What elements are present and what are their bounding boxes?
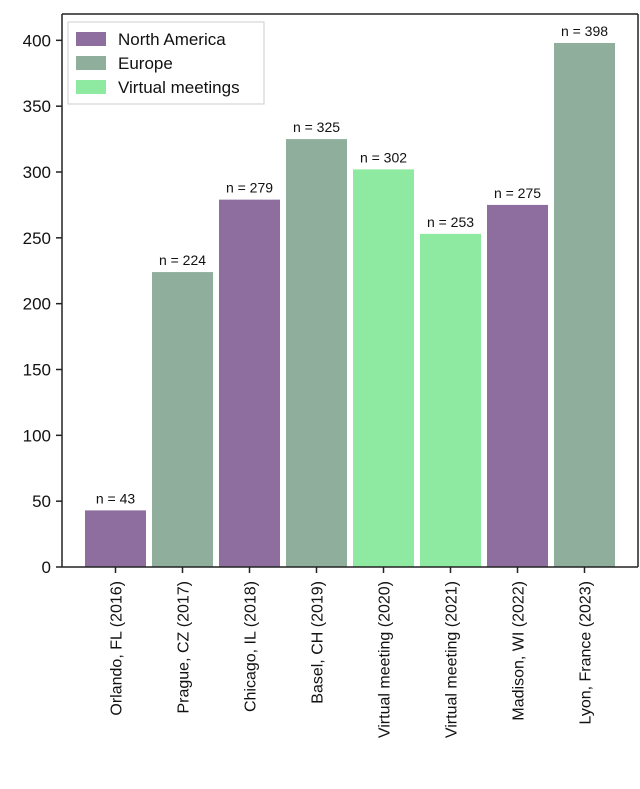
- legend-label: North America: [118, 30, 226, 49]
- data-labels-layer: n = 43 n = 224 n = 279 n = 325 n = 302 n = 25…: [83, 21, 617, 508]
- axes-layer: Orlando, FL (2016) Prague, CZ (2017) Chica…: [23, 13, 639, 738]
- bar: [554, 42, 615, 567]
- data-label-background: [418, 212, 483, 231]
- category-label: Prague, CZ (2017): [176, 581, 193, 714]
- y-tick-label: 300: [23, 163, 51, 182]
- data-label: n = 43: [96, 490, 136, 506]
- data-label-background: [217, 178, 282, 197]
- y-tick-label: 350: [23, 97, 51, 116]
- legend-swatch: [76, 80, 106, 94]
- category-label: Virtual meeting (2021): [444, 581, 461, 738]
- category-label: Chicago, IL (2018): [243, 581, 260, 712]
- legend-swatch: [76, 32, 106, 46]
- category-label: Lyon, France (2023): [578, 581, 595, 724]
- y-tick-label: 100: [23, 426, 51, 445]
- legend-label: Virtual meetings: [118, 78, 240, 97]
- data-label-background: [284, 118, 349, 137]
- y-tick-label: 150: [23, 361, 51, 380]
- category-label: Orlando, FL (2016): [109, 581, 126, 716]
- y-tick-label: 50: [32, 492, 51, 511]
- data-label: n = 275: [494, 185, 541, 201]
- bar: [85, 510, 146, 567]
- y-tick-label: 200: [23, 295, 51, 314]
- data-label: n = 398: [561, 23, 608, 39]
- data-label-background: [83, 489, 148, 508]
- y-tick-label: 250: [23, 229, 51, 248]
- data-label: n = 253: [427, 214, 474, 230]
- legend-label: Europe: [118, 54, 173, 73]
- bar: [420, 233, 481, 567]
- data-label-background: [150, 251, 215, 270]
- category-label: Madison, WI (2022): [511, 581, 528, 721]
- data-label-background: [351, 148, 416, 167]
- data-label-background: [552, 21, 617, 40]
- bar: [353, 169, 414, 567]
- y-tick-label: 0: [42, 558, 51, 577]
- data-label: n = 302: [360, 149, 407, 165]
- data-label: n = 325: [293, 119, 340, 135]
- bar: [219, 199, 280, 567]
- data-label: n = 224: [159, 252, 206, 268]
- bar: [487, 204, 548, 567]
- bar: [152, 272, 213, 567]
- data-label-background: [485, 183, 550, 202]
- category-label: Virtual meeting (2020): [377, 581, 394, 738]
- legend: North America Europe Virtual meetings: [67, 21, 265, 105]
- legend-swatch: [76, 56, 106, 70]
- bars-layer: [85, 42, 615, 568]
- y-tick-label: 400: [23, 31, 51, 50]
- data-label: n = 279: [226, 180, 273, 196]
- bar: [286, 139, 347, 568]
- category-label: Basel, CH (2019): [310, 581, 327, 704]
